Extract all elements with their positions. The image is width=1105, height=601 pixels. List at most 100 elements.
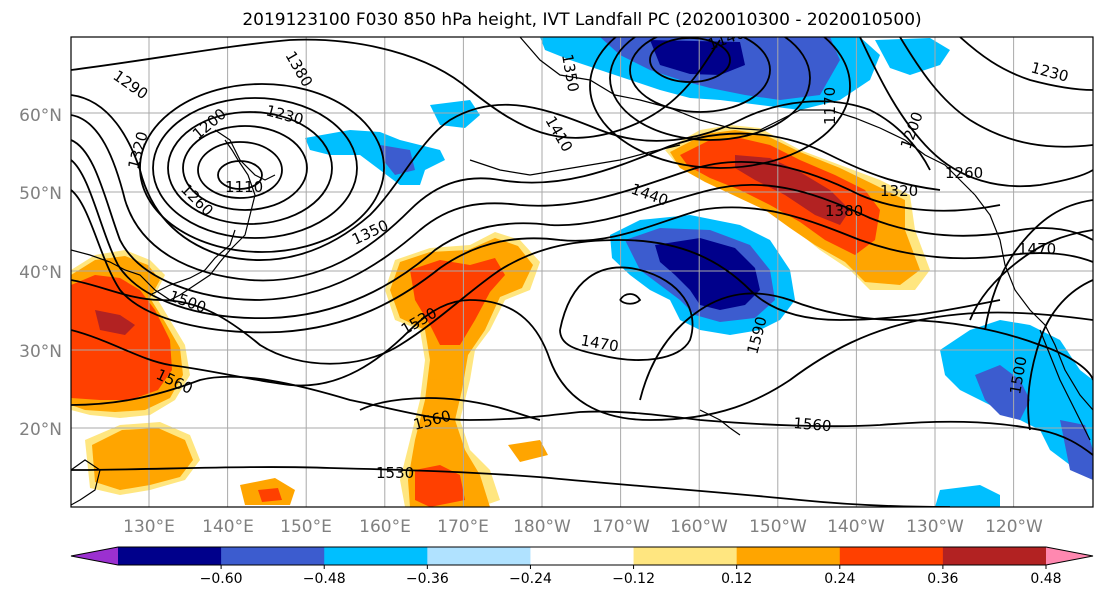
contour-label: 1320 <box>880 182 918 200</box>
longitude-labels: 130°E 140°E 150°E 160°E 170°E 180°W 170°… <box>123 517 1043 537</box>
ivt-red-region-west <box>71 275 172 400</box>
colorbar-tick-label: −0.36 <box>406 571 449 587</box>
colorbar-tick-label: 0.36 <box>927 571 958 587</box>
colorbar-tick-label: −0.48 <box>303 571 346 587</box>
lon-label: 170°W <box>592 517 650 537</box>
lon-label: 170°E <box>437 517 489 537</box>
contour-alaska-low-4 <box>589 37 851 169</box>
contour-low-ring-1 <box>217 160 263 190</box>
colorbar-segment <box>736 547 841 565</box>
lat-label: 20°N <box>19 420 62 440</box>
map-background <box>71 37 1093 507</box>
coastline-na-west <box>974 194 1093 411</box>
contour-ne-1 <box>859 37 1093 188</box>
height-contours <box>71 37 1093 507</box>
coastline-philippines <box>71 459 101 506</box>
contour-label: 1380 <box>825 202 863 220</box>
contour-1590-small <box>619 293 642 305</box>
coastline-alaska <box>519 37 976 196</box>
coastline-kamchatka <box>214 129 276 181</box>
colorbar-segment <box>324 547 428 565</box>
coastline-japan <box>149 229 236 296</box>
contour-alaska-low-1 <box>649 37 731 83</box>
lat-label: 40°N <box>19 263 62 283</box>
contour-ne-2 <box>899 37 1093 148</box>
ivt-light-region-tropical-center <box>508 440 548 462</box>
contour-ne-3 <box>959 37 1093 91</box>
colorbar-segment <box>942 547 1047 565</box>
contour-1590 <box>639 292 1093 401</box>
ivt-dark-region-central <box>655 238 760 310</box>
contour-low-ring-3 <box>182 125 308 211</box>
ivt-orange-region-sw <box>92 428 193 490</box>
contour-1380 <box>71 139 1001 301</box>
contour-label: 1530 <box>376 464 414 482</box>
contour-1560-low <box>359 397 541 421</box>
map-panel: 1290 1320 1350 1380 1410 1440 1470 1470 … <box>71 37 1093 507</box>
colorbar-segment <box>221 547 325 565</box>
colorbar-segment <box>839 547 944 565</box>
contour-label: 1560 <box>793 414 833 435</box>
map-title: 2019123100 F030 850 hPa height, IVT Land… <box>242 10 921 30</box>
contour-low-ring-5 <box>152 97 358 239</box>
contour-1530-south <box>71 466 951 507</box>
contour-1350 <box>71 114 941 282</box>
contour-1560 <box>71 375 1093 456</box>
lon-label: 160°E <box>359 517 411 537</box>
contour-alaska-low-2 <box>629 37 771 113</box>
positive-ivt-shading <box>71 125 930 507</box>
ivt-mid-region-east <box>975 365 1030 420</box>
contour-1410 <box>71 159 1093 319</box>
colorbar-tick-label: −0.60 <box>200 571 243 587</box>
lon-label: 130°E <box>123 517 175 537</box>
colorbar-segment <box>530 547 635 565</box>
ivt-red-plume-south <box>415 465 465 507</box>
contour-alaska-low-3 <box>609 37 811 141</box>
colorbar-tick-label: 0.48 <box>1030 571 1061 587</box>
colorbar-segment <box>118 547 222 565</box>
lat-label: 30°N <box>19 342 62 362</box>
lon-label: 140°W <box>827 517 885 537</box>
colorbar-segment <box>427 547 531 565</box>
contour-1500 <box>71 239 1001 365</box>
lon-label: 120°W <box>985 517 1043 537</box>
ivt-dark-region-alaska <box>650 40 745 75</box>
latitude-labels: 60°N 50°N 40°N 30°N 20°N <box>19 106 62 440</box>
lon-label: 160°W <box>670 517 728 537</box>
contour-1470-east <box>969 229 1093 321</box>
ivt-darkred-region-west <box>95 310 135 335</box>
contour-label: 1260 <box>945 164 983 182</box>
colorbar-tick-label: 0.12 <box>721 571 752 587</box>
colorbar-tick-label: −0.12 <box>612 571 655 587</box>
contour-1290 <box>71 38 721 139</box>
coastline-asia <box>71 139 256 301</box>
ivt-blue-region-north-center <box>430 100 480 128</box>
colorbar-tick-label: 0.24 <box>824 571 855 587</box>
ivt-mid-region-east-2 <box>1060 420 1093 480</box>
contour-1470 <box>559 266 694 361</box>
lon-label: 130°W <box>906 517 964 537</box>
coastline-baja <box>1039 329 1091 441</box>
ivt-blue-region-far-east-south <box>935 485 1000 507</box>
coastlines <box>71 37 1093 506</box>
contour-na-2 <box>1027 279 1093 431</box>
colorbar <box>70 546 1094 569</box>
colorbar-segment <box>633 547 738 565</box>
lat-label: 60°N <box>19 106 62 126</box>
contour-na-1 <box>984 199 1093 331</box>
lat-label: 50°N <box>19 184 62 204</box>
colorbar-tick-labels: −0.60 −0.48 −0.36 −0.24 −0.12 0.12 0.24 0.36 0.4… <box>200 571 1062 587</box>
contour-label: 1110 <box>225 178 263 196</box>
lon-label: 180°W <box>513 517 571 537</box>
colorbar-arrow-right <box>1046 547 1093 565</box>
contour-label: 1470 <box>1018 240 1056 258</box>
map-frame <box>70 36 1094 508</box>
contour-1440 <box>71 189 1093 334</box>
contour-low-ring-4 <box>167 111 333 225</box>
colorbar-tick-label: −0.24 <box>509 571 552 587</box>
negative-ivt-shading <box>305 37 1093 507</box>
contour-label: 1170 <box>821 87 839 125</box>
lon-label: 150°W <box>749 517 807 537</box>
